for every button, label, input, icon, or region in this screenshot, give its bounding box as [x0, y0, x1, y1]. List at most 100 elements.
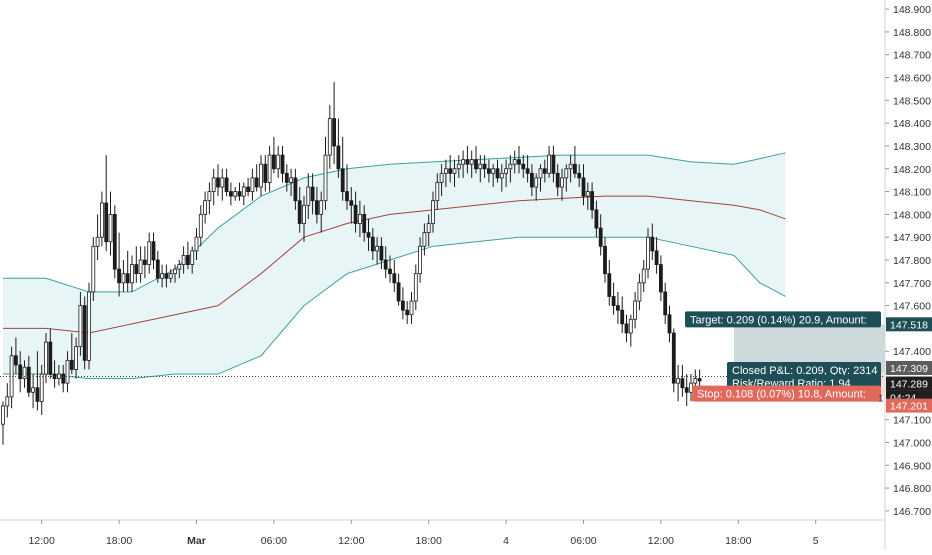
stop-label-bg — [692, 385, 881, 402]
candle — [198, 205, 203, 247]
candle — [676, 364, 680, 402]
candle-body — [555, 172, 560, 188]
candle — [87, 282, 91, 370]
candle — [448, 155, 453, 183]
candle — [48, 328, 53, 379]
candle-body — [637, 282, 642, 302]
candle — [431, 191, 435, 233]
candle — [422, 223, 427, 256]
entry-price-tag-text: 147.309 — [890, 363, 928, 375]
candle-body — [142, 259, 147, 265]
candle-body — [177, 264, 182, 270]
candle-body — [9, 355, 14, 398]
candle-body — [224, 177, 229, 192]
candle-body — [302, 204, 306, 224]
current-price-tag: 147.289 — [886, 376, 932, 391]
candle-body — [112, 213, 117, 270]
candle — [142, 246, 147, 279]
stop-label-text: Stop: 0.108 (0.07%) 10.8, Amount: — [697, 389, 866, 401]
candle-body — [31, 387, 36, 393]
candle-body — [538, 168, 543, 179]
candle — [590, 182, 594, 219]
candle — [542, 159, 547, 183]
candle — [435, 173, 440, 210]
candle-body — [340, 168, 345, 192]
band-upper-line — [3, 152, 786, 293]
candle — [168, 269, 173, 283]
candle-body — [611, 296, 616, 307]
candle — [370, 228, 375, 260]
band-mid-line — [3, 195, 786, 334]
candle-body — [198, 213, 203, 238]
target-label: Target: 0.209 (0.14%) 20.9, Amount: — [685, 311, 881, 328]
candle-body — [100, 202, 104, 238]
candle — [155, 250, 160, 283]
candle-body — [216, 177, 220, 188]
candle-body — [469, 159, 474, 165]
y-tick-label: 148.600 — [893, 73, 931, 85]
candle — [418, 237, 423, 283]
candle — [207, 182, 212, 215]
candle-body — [396, 282, 401, 302]
candle-body — [495, 168, 500, 179]
candle-body — [194, 236, 199, 252]
candle — [375, 237, 380, 265]
band-layer — [3, 152, 786, 380]
candle — [224, 168, 229, 197]
candle — [508, 155, 513, 183]
candle-body — [418, 245, 423, 275]
candle — [620, 296, 625, 333]
candle-body — [654, 250, 659, 265]
candle-body — [646, 236, 650, 270]
candle — [357, 200, 362, 238]
candles-layer — [1, 82, 702, 445]
y-tick-label: 148.100 — [893, 187, 931, 199]
candle-body — [392, 273, 397, 284]
candle-body — [267, 154, 272, 183]
candle — [646, 228, 650, 279]
candle — [26, 355, 31, 397]
candle-body — [585, 191, 590, 197]
y-tick-label: 146.800 — [893, 483, 931, 495]
candle-body — [443, 168, 448, 174]
candle-body — [323, 154, 328, 202]
candle-body — [426, 223, 431, 234]
candle-body — [319, 200, 324, 215]
candle — [9, 346, 14, 409]
candle-body — [517, 159, 521, 165]
candle-body — [134, 264, 139, 275]
stop-label: Stop: 0.108 (0.07%) 10.8, Amount: — [692, 385, 881, 402]
candle-body — [181, 255, 186, 265]
closed-pl-label: Closed P&L: 0.209, Qty: 2314 — [727, 361, 881, 378]
candle-body — [185, 255, 190, 265]
candle — [233, 187, 238, 201]
candle-body — [422, 232, 427, 247]
candle — [366, 218, 371, 251]
candle — [289, 168, 294, 197]
y-tick-label: 148.400 — [893, 118, 931, 130]
candle-body — [121, 273, 126, 284]
candle — [151, 232, 156, 270]
candle-body — [138, 259, 143, 275]
candle — [323, 136, 328, 210]
candle — [228, 182, 233, 206]
stop-price-tag-text: 147.201 — [890, 401, 928, 413]
candle-body — [560, 177, 564, 188]
candle-body — [65, 359, 70, 384]
candle-body — [48, 341, 53, 375]
candle — [293, 168, 298, 210]
candle — [628, 314, 633, 347]
candle — [173, 264, 177, 283]
candle-body — [491, 168, 496, 174]
candle-body — [35, 387, 40, 402]
candle-body — [659, 264, 663, 293]
candle — [263, 155, 268, 192]
candle-body — [521, 163, 526, 170]
candle-body — [117, 268, 121, 284]
band-fill — [3, 152, 786, 379]
candle — [74, 337, 78, 379]
candle-body — [530, 172, 534, 188]
